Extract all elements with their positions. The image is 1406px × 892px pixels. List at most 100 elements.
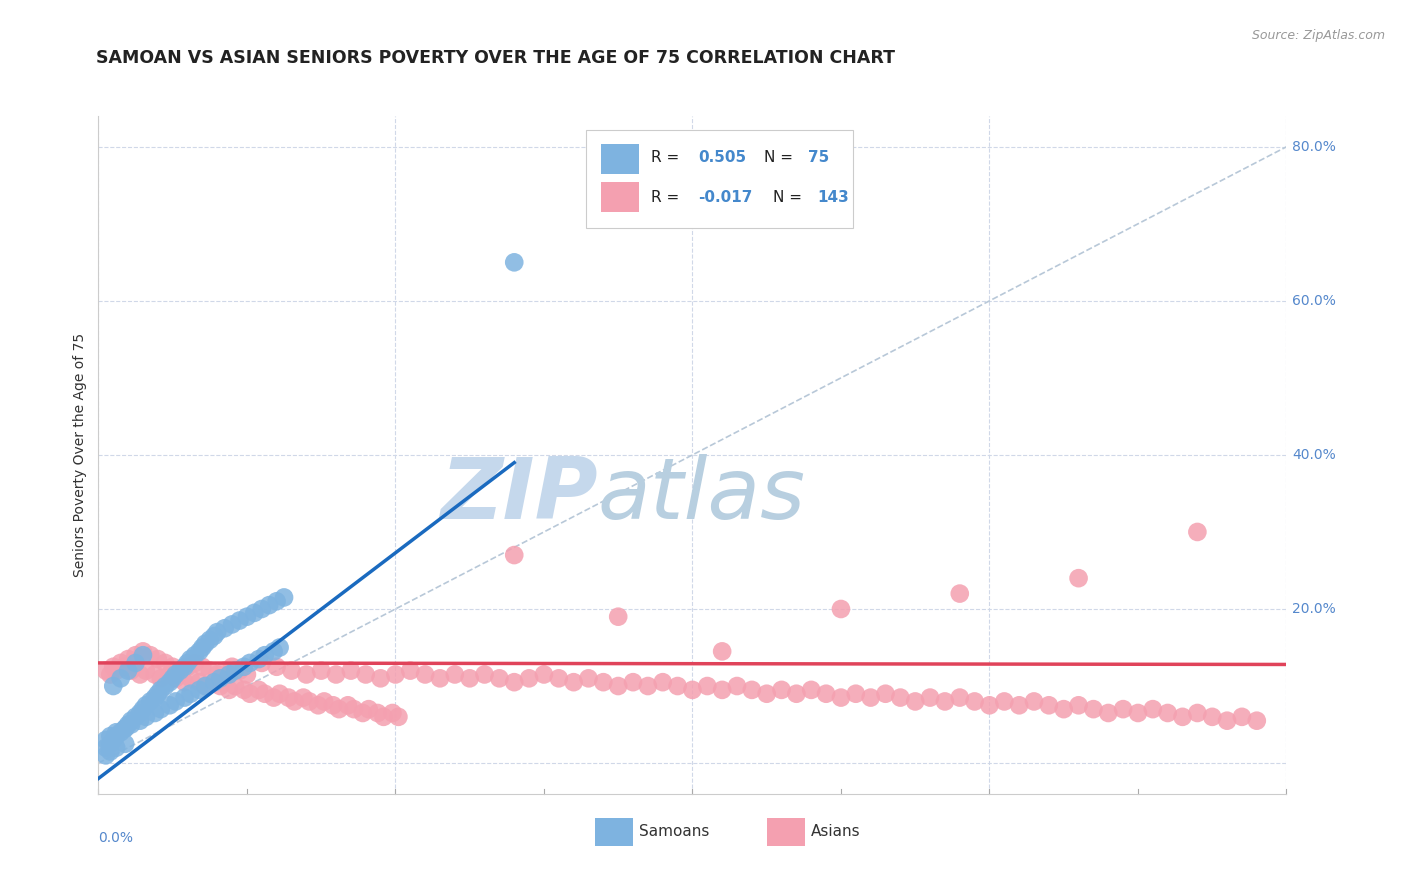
Point (94, 740, 117, 755)
Point (1022, 694, 1045, 708)
Point (239, 687, 262, 701)
Point (277, 690, 299, 705)
Point (503, 548, 526, 562)
Point (236, 609, 259, 624)
Point (993, 694, 1015, 708)
Point (209, 671, 232, 685)
Point (228, 664, 250, 678)
Point (188, 675, 211, 690)
Point (120, 714, 142, 728)
Y-axis label: Seniors Poverty Over the Age of 75: Seniors Poverty Over the Age of 75 (73, 333, 87, 577)
Point (159, 667, 181, 681)
Point (1156, 706, 1178, 720)
Text: ZIP: ZIP (440, 454, 598, 537)
Point (139, 694, 162, 708)
Point (209, 679, 232, 693)
Point (295, 667, 318, 681)
Point (1216, 714, 1239, 728)
Point (770, 682, 793, 697)
Text: R =: R = (651, 190, 683, 205)
Point (280, 664, 302, 678)
Point (666, 679, 689, 693)
Point (429, 671, 451, 685)
Point (236, 667, 259, 681)
Point (711, 644, 734, 658)
Point (194, 679, 217, 693)
Point (188, 644, 211, 658)
Point (169, 664, 191, 678)
Point (135, 664, 157, 678)
Point (94, 733, 117, 747)
Point (257, 598, 280, 612)
Point (357, 702, 380, 716)
Point (224, 679, 246, 693)
Point (176, 656, 198, 670)
Point (247, 652, 270, 666)
Text: 40.0%: 40.0% (1292, 448, 1336, 462)
Point (143, 690, 166, 705)
Point (547, 671, 569, 685)
Text: 75: 75 (807, 151, 830, 166)
Point (1142, 702, 1164, 716)
Point (129, 667, 152, 681)
Point (233, 682, 256, 697)
Point (592, 675, 614, 690)
Point (114, 722, 136, 736)
Point (202, 675, 225, 690)
Point (354, 667, 377, 681)
Point (314, 694, 336, 708)
Point (149, 682, 172, 697)
Point (105, 725, 128, 739)
FancyBboxPatch shape (595, 818, 633, 847)
Point (159, 698, 181, 713)
Text: N =: N = (763, 151, 797, 166)
Point (129, 706, 152, 720)
Point (979, 698, 1001, 713)
Point (228, 614, 250, 628)
Point (488, 671, 510, 685)
Text: Asians: Asians (811, 824, 860, 839)
Point (370, 671, 392, 685)
Point (120, 717, 142, 731)
Text: atlas: atlas (598, 454, 806, 537)
Point (218, 667, 240, 681)
Point (269, 640, 291, 655)
Point (139, 648, 162, 663)
Text: -0.017: -0.017 (699, 190, 752, 205)
Point (103, 733, 125, 747)
Point (325, 667, 347, 681)
Point (173, 675, 195, 690)
Point (194, 637, 217, 651)
Point (162, 671, 184, 685)
Point (250, 656, 273, 670)
Point (179, 671, 201, 685)
Point (198, 632, 221, 647)
Point (105, 740, 128, 755)
Point (725, 679, 748, 693)
Text: 60.0%: 60.0% (1292, 293, 1336, 308)
Point (1187, 524, 1209, 539)
Point (503, 675, 526, 690)
Point (1126, 706, 1149, 720)
Point (165, 694, 187, 708)
Point (205, 625, 228, 640)
Point (184, 656, 207, 670)
Point (162, 660, 184, 674)
Point (165, 667, 187, 681)
Point (273, 591, 295, 605)
Point (920, 690, 942, 705)
Point (1201, 710, 1223, 724)
Point (110, 725, 132, 739)
Point (340, 664, 363, 678)
Point (384, 667, 406, 681)
Point (1246, 714, 1268, 728)
Point (110, 671, 132, 685)
Point (1083, 702, 1105, 716)
Point (904, 694, 927, 708)
Point (815, 687, 838, 701)
Point (503, 255, 526, 269)
Point (247, 682, 270, 697)
Point (98, 729, 121, 743)
Point (105, 729, 128, 743)
Point (146, 687, 169, 701)
